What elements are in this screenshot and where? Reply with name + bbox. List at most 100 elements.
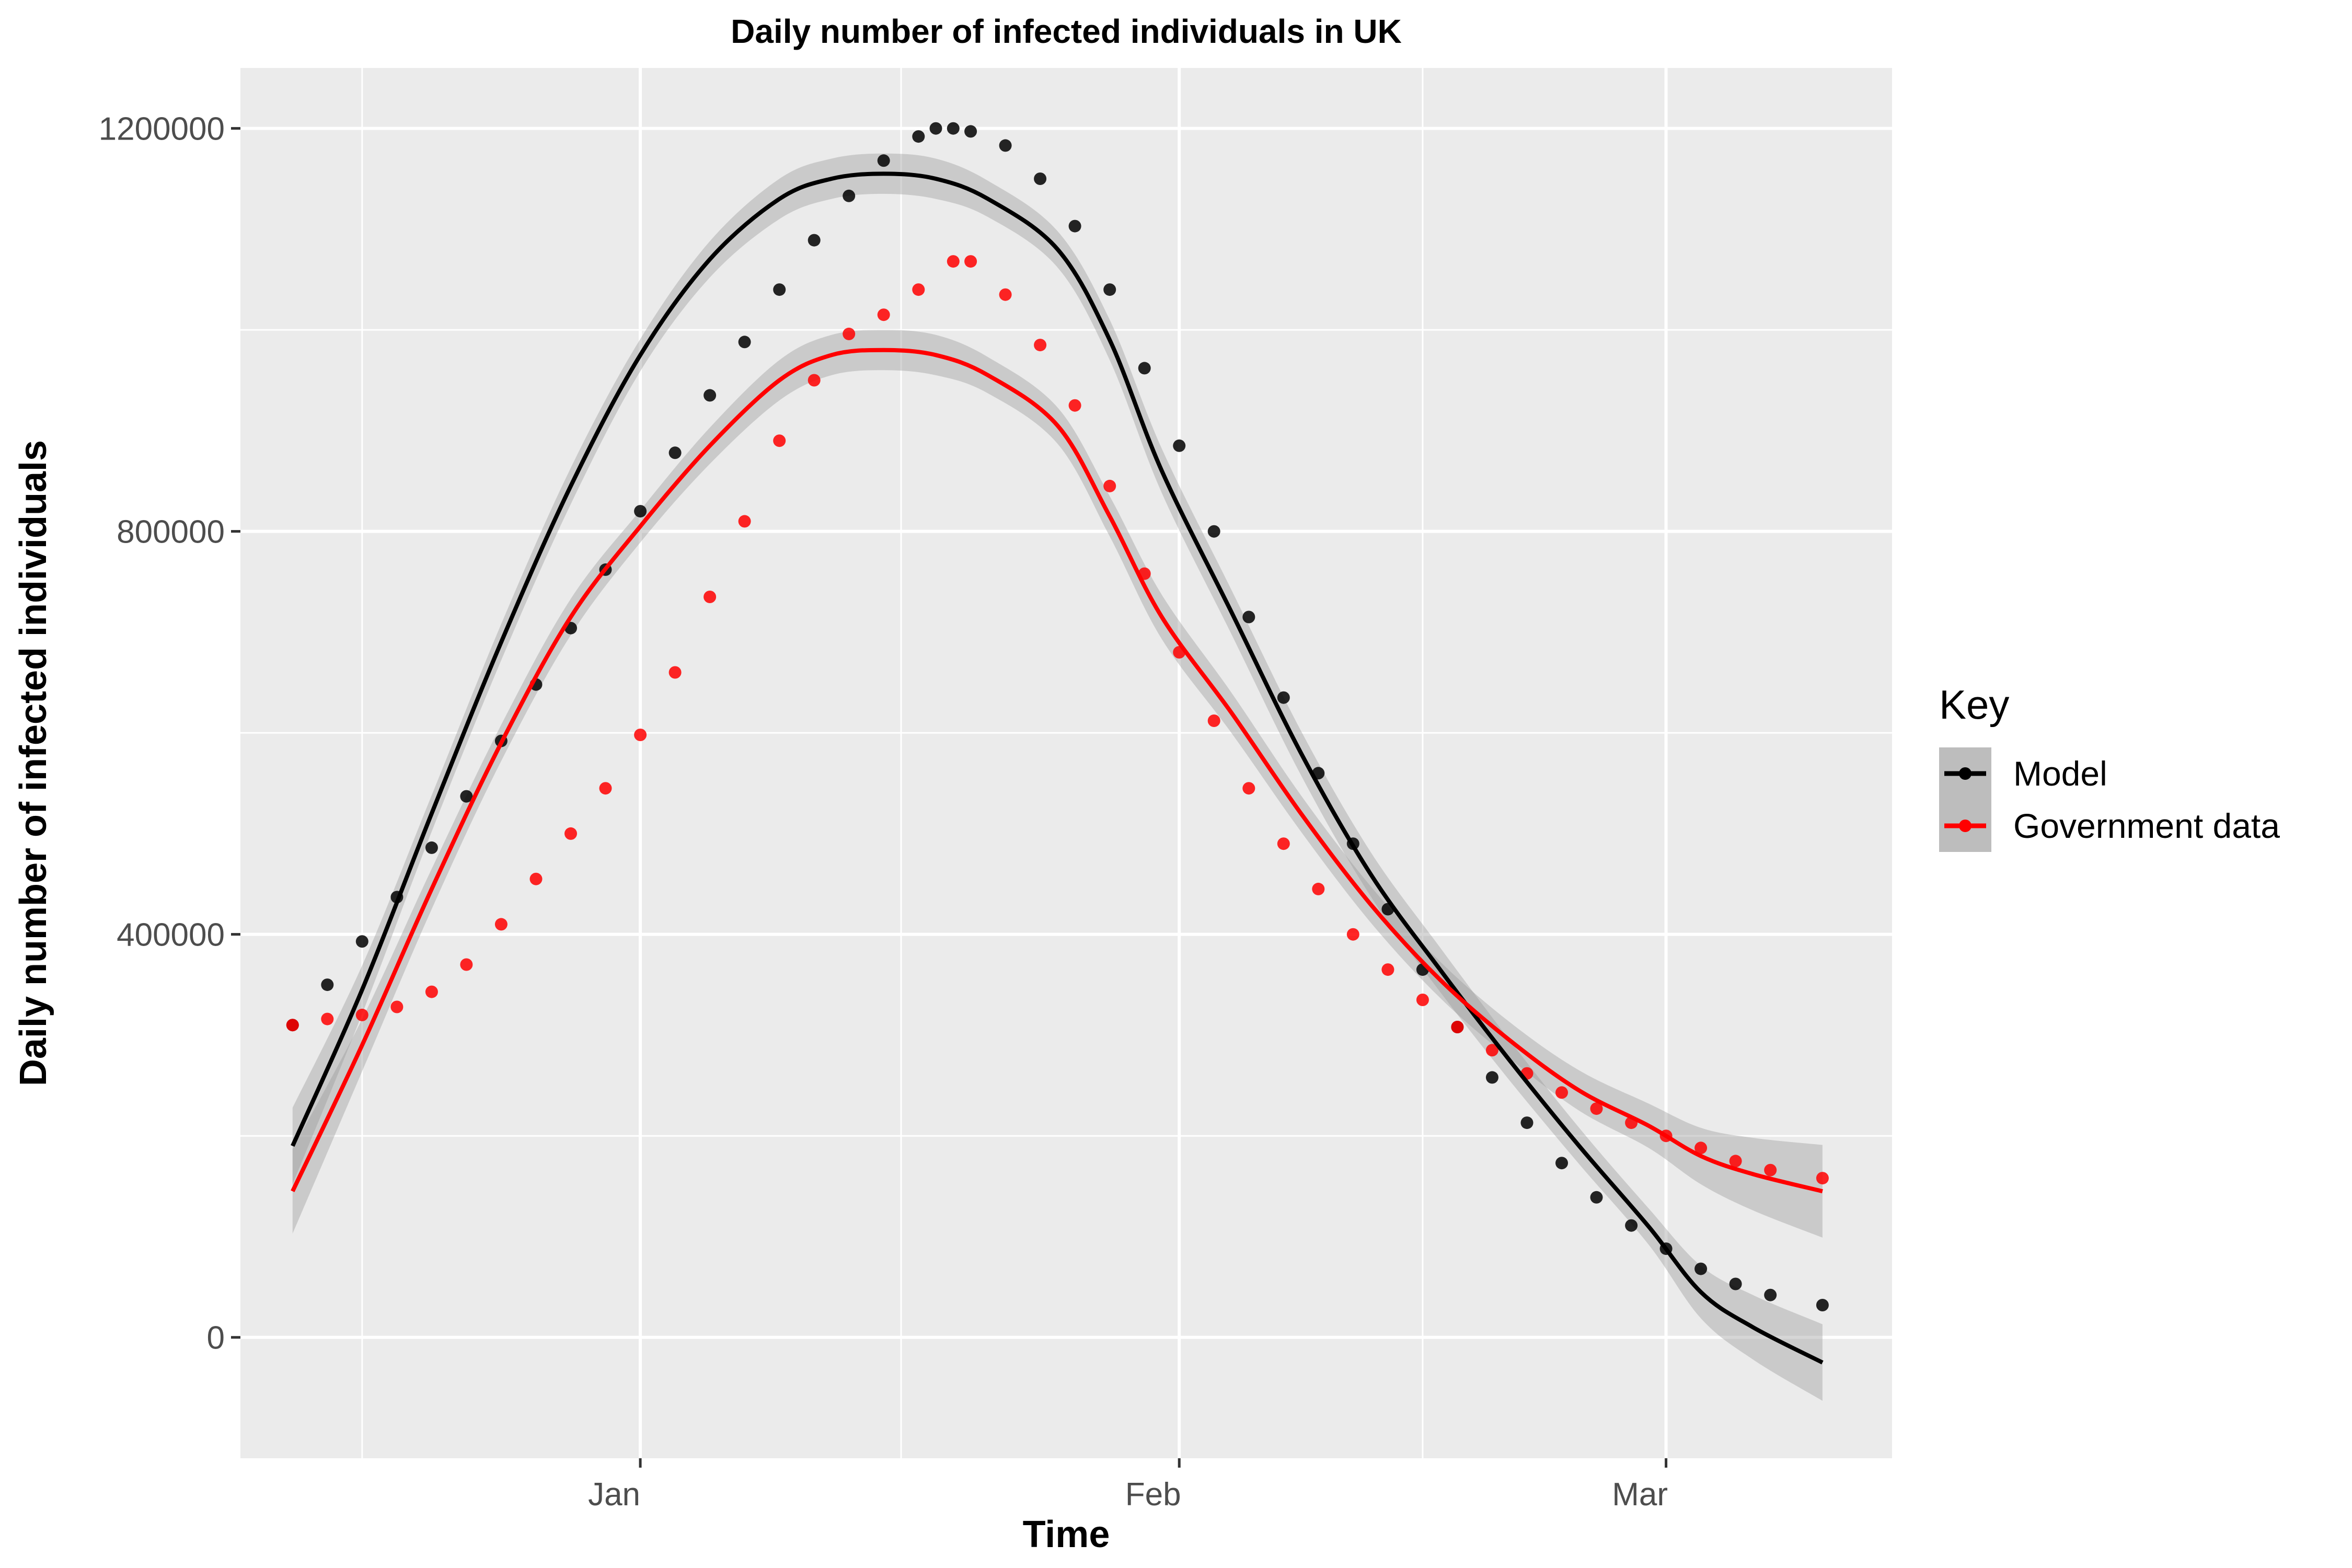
- data-point-government: [1103, 479, 1116, 492]
- data-point-model: [808, 234, 821, 247]
- data-point-model: [1068, 220, 1081, 233]
- data-point-government: [1590, 1102, 1603, 1115]
- data-point-government: [634, 729, 647, 741]
- data-point-model: [355, 935, 368, 948]
- chart-title: Daily number of infected individuals in …: [731, 13, 1402, 50]
- legend-title: Key: [1939, 682, 2009, 728]
- confidence-ribbons: [292, 153, 1823, 1401]
- data-point-government: [1242, 782, 1255, 795]
- data-point-model: [877, 154, 890, 167]
- data-point-government: [877, 308, 890, 321]
- data-point-government: [1764, 1163, 1777, 1177]
- data-point-model: [1103, 283, 1116, 296]
- data-point-model: [460, 790, 473, 803]
- data-point-government: [1416, 994, 1429, 1006]
- data-point-model: [1034, 172, 1047, 185]
- data-point-government: [964, 255, 977, 268]
- data-point-government: [1207, 714, 1220, 727]
- data-point-government: [773, 434, 786, 447]
- data-point-government: [390, 1000, 403, 1013]
- data-point-government: [425, 985, 438, 998]
- data-point-government: [912, 283, 925, 296]
- legend-key-government-data: [1939, 800, 1991, 852]
- data-point-model: [1729, 1277, 1742, 1290]
- legend-label-model: Model: [2013, 754, 2107, 793]
- data-point-model: [1694, 1262, 1708, 1275]
- data-point-model: [1555, 1157, 1568, 1170]
- legend-label-government-data: Government data: [2013, 806, 2280, 845]
- y-tick-label: 0: [207, 1320, 225, 1356]
- data-point-government: [1381, 963, 1394, 976]
- grid: [240, 68, 1892, 1458]
- smooth-line-model: [291, 171, 1824, 1365]
- data-point-government: [355, 1008, 368, 1021]
- data-point-model: [947, 122, 960, 135]
- data-point-model: [929, 122, 942, 135]
- legend-key-model: [1939, 747, 1991, 800]
- data-point-model: [738, 336, 751, 349]
- smooth-lines: [291, 171, 1824, 1365]
- data-point-model: [704, 389, 717, 402]
- data-point-government: [460, 958, 473, 971]
- data-point-model: [1590, 1191, 1603, 1204]
- data-point-model: [321, 978, 334, 991]
- x-axis-ticks: Jan Feb Mar: [588, 1458, 1668, 1513]
- legend: Key Model Government data: [1939, 682, 2280, 852]
- data-point-government: [808, 374, 821, 387]
- data-point-model: [1207, 525, 1220, 538]
- data-point-government: [529, 872, 543, 885]
- x-axis-title: Time: [1023, 1514, 1110, 1555]
- data-point-model: [1242, 610, 1255, 624]
- data-point-government: [1451, 1021, 1464, 1033]
- data-point-government: [843, 327, 856, 340]
- y-axis-title: Daily number of infected individuals: [13, 440, 54, 1086]
- data-point-government: [1034, 339, 1047, 352]
- data-point-model: [1173, 439, 1186, 452]
- data-point-government: [1485, 1044, 1498, 1057]
- plot-panel: [240, 68, 1892, 1458]
- data-point-government: [494, 918, 508, 931]
- data-point-model: [1138, 362, 1151, 375]
- data-point-government: [738, 515, 751, 528]
- data-point-government: [321, 1012, 334, 1025]
- data-point-government: [1346, 928, 1359, 941]
- y-tick-label: 1200000: [99, 111, 225, 147]
- data-point-government: [599, 782, 612, 795]
- data-point-government: [286, 1019, 299, 1032]
- data-point-government: [564, 827, 577, 840]
- confidence-ribbon-1: [292, 330, 1823, 1238]
- data-point-government: [1694, 1142, 1708, 1155]
- data-point-model: [843, 189, 856, 202]
- data-point-model: [1520, 1116, 1534, 1129]
- data-point-model: [964, 125, 977, 138]
- data-point-model: [634, 505, 647, 518]
- data-point-government: [1277, 837, 1290, 850]
- data-point-model: [1485, 1071, 1498, 1084]
- data-point-government: [1312, 882, 1325, 895]
- data-point-government: [999, 288, 1012, 301]
- x-tick-label: Feb: [1125, 1477, 1181, 1513]
- y-tick-label: 400000: [117, 917, 225, 953]
- x-tick-label: Mar: [1612, 1477, 1668, 1513]
- data-points: [286, 122, 1829, 1311]
- data-point-model: [912, 130, 925, 143]
- y-tick-label: 800000: [117, 514, 225, 550]
- smooth-line-government: [291, 348, 1823, 1194]
- data-point-government: [704, 591, 717, 603]
- data-point-model: [668, 446, 682, 459]
- data-point-model: [425, 841, 438, 854]
- data-point-model: [1625, 1219, 1638, 1232]
- data-point-government: [947, 255, 960, 268]
- data-point-model: [773, 283, 786, 296]
- data-point-model: [1764, 1288, 1777, 1301]
- data-point-government: [1068, 399, 1081, 412]
- data-point-government: [1555, 1086, 1568, 1099]
- data-point-government: [668, 666, 682, 679]
- x-tick-label: Jan: [588, 1477, 640, 1513]
- data-point-government: [1729, 1155, 1742, 1168]
- data-point-model: [999, 139, 1012, 152]
- data-point-government: [1816, 1172, 1829, 1185]
- data-point-model: [1277, 691, 1290, 704]
- y-axis-ticks: 0 400000 800000 1200000: [99, 111, 240, 1356]
